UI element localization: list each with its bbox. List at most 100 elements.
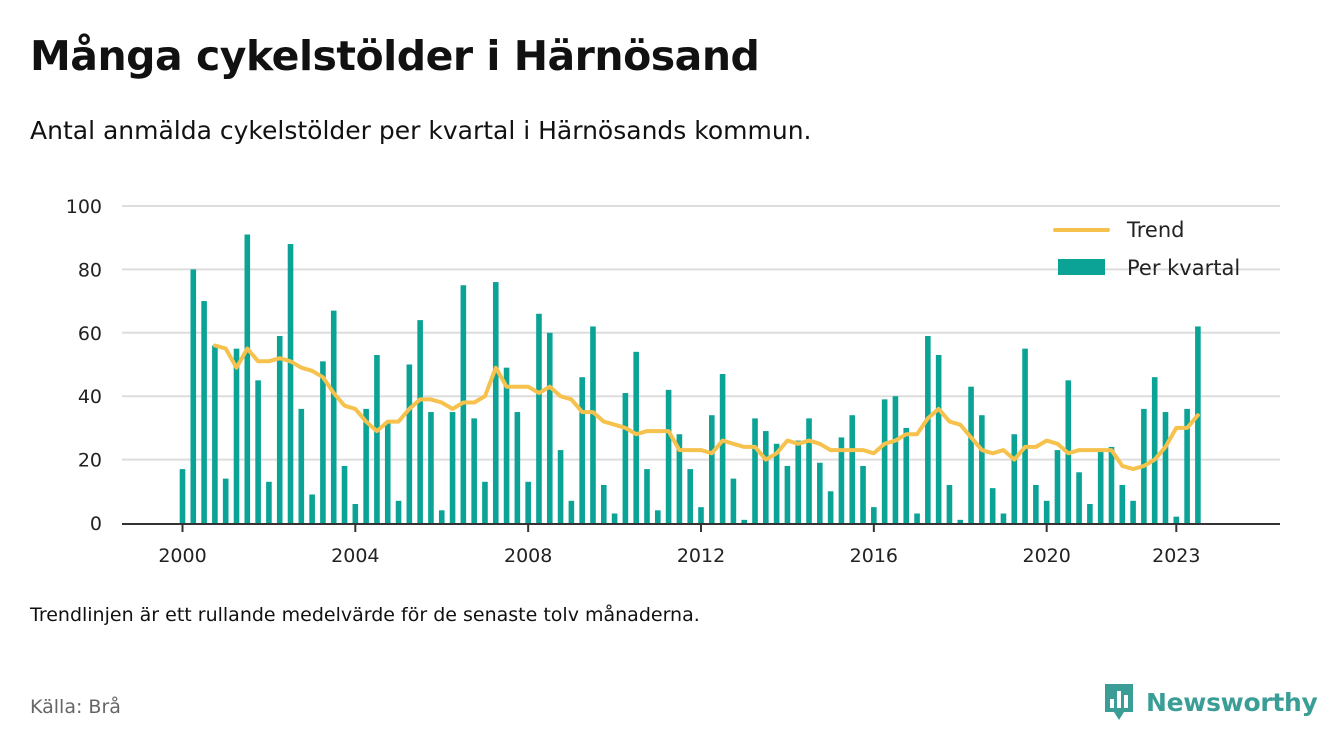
bar (665, 389, 672, 523)
bar (892, 396, 899, 523)
bar (320, 361, 326, 523)
bar-line-chart: 0 20 40 60 80 100 2000 2004 2008 2012 2016 2020 202… (66, 196, 1280, 567)
bar (860, 465, 866, 523)
y-tick-label: 60 (78, 323, 102, 345)
bar (1033, 484, 1039, 523)
bar (212, 345, 218, 523)
bar (1043, 500, 1050, 523)
gridlines (122, 205, 1280, 461)
bar (1087, 503, 1093, 523)
bar (1108, 446, 1115, 523)
bar (406, 364, 413, 523)
bar (1054, 450, 1061, 523)
source-credit: Källa: Brå (30, 696, 121, 718)
bar (449, 412, 456, 523)
bar (525, 481, 531, 523)
bar (795, 440, 802, 523)
bar (752, 418, 758, 523)
bar (590, 326, 596, 523)
trend-line (212, 343, 1200, 472)
footnote: Trendlinjen är ett rullande medelvärde f… (30, 604, 700, 626)
bar (763, 431, 769, 523)
bar (730, 478, 737, 523)
bars-per-kvartal (179, 234, 1201, 524)
bar (384, 421, 391, 523)
bar-chart-speech-icon (1105, 684, 1133, 720)
bar (276, 335, 283, 523)
bar (557, 450, 564, 523)
y-tick-label: 100 (66, 196, 102, 218)
y-tick-label: 40 (78, 386, 102, 408)
x-tick-label: 2016 (850, 545, 898, 567)
bar (266, 481, 272, 523)
bar (1076, 472, 1082, 523)
bar (201, 301, 207, 523)
y-axis-ticks: 0 20 40 60 80 100 (66, 196, 102, 535)
chart-title: Många cykelstölder i Härnösand (30, 32, 760, 80)
bar (719, 374, 726, 523)
y-tick-label: 20 (78, 450, 102, 472)
bar (1130, 500, 1136, 523)
bar (1022, 348, 1028, 523)
bar (1162, 412, 1169, 523)
bar (482, 481, 488, 523)
x-tick-label: 2023 (1152, 545, 1200, 567)
bar (428, 412, 434, 523)
bar (676, 434, 683, 523)
bar (784, 465, 791, 523)
bar (935, 354, 942, 523)
bar (179, 469, 186, 523)
bar (1097, 450, 1104, 523)
bar (568, 500, 575, 523)
x-tick-label: 2012 (677, 545, 725, 567)
bar (871, 507, 877, 523)
bar (817, 462, 823, 523)
chart-subtitle: Antal anmälda cykelstölder per kvartal i… (30, 116, 812, 145)
bar (514, 412, 521, 523)
bar (309, 494, 315, 523)
bar (1184, 408, 1190, 523)
brand-name: Newsworthy (1146, 687, 1318, 717)
bar (989, 488, 996, 523)
brand-logo: Newsworthy (1102, 682, 1318, 722)
bar (709, 415, 715, 523)
bar (363, 408, 369, 523)
bar (287, 244, 294, 524)
bar (1151, 377, 1158, 523)
bar (438, 510, 445, 523)
bar (957, 519, 964, 523)
bar (838, 437, 845, 523)
bar (190, 269, 197, 523)
bar (687, 469, 693, 523)
bar (827, 491, 834, 523)
x-axis-ticks: 2000 2004 2008 2012 2016 2020 2023 (158, 525, 1200, 567)
bar (222, 478, 229, 523)
bar (968, 386, 974, 523)
bar (881, 399, 888, 523)
bar (773, 443, 780, 523)
bar (622, 393, 629, 523)
bar (330, 310, 337, 523)
y-tick-label: 80 (78, 259, 102, 281)
bar (352, 503, 359, 523)
bar (341, 465, 348, 523)
bar (1000, 513, 1007, 523)
bar (925, 335, 931, 523)
x-tick-label: 2020 (1022, 545, 1070, 567)
bar (536, 313, 542, 523)
bar (946, 484, 953, 523)
bar (492, 282, 499, 523)
bar (979, 415, 985, 523)
bar (255, 380, 261, 523)
bar (244, 234, 251, 523)
x-tick-label: 2004 (331, 545, 379, 567)
bar (395, 500, 402, 523)
bar (1011, 434, 1018, 523)
bar (600, 484, 607, 523)
x-tick-label: 2008 (504, 545, 552, 567)
bar (611, 513, 618, 523)
legend: Trend Per kvartal (1053, 218, 1240, 280)
bar (1119, 484, 1126, 523)
legend-trend-label: Trend (1126, 218, 1184, 242)
bar (644, 469, 650, 523)
